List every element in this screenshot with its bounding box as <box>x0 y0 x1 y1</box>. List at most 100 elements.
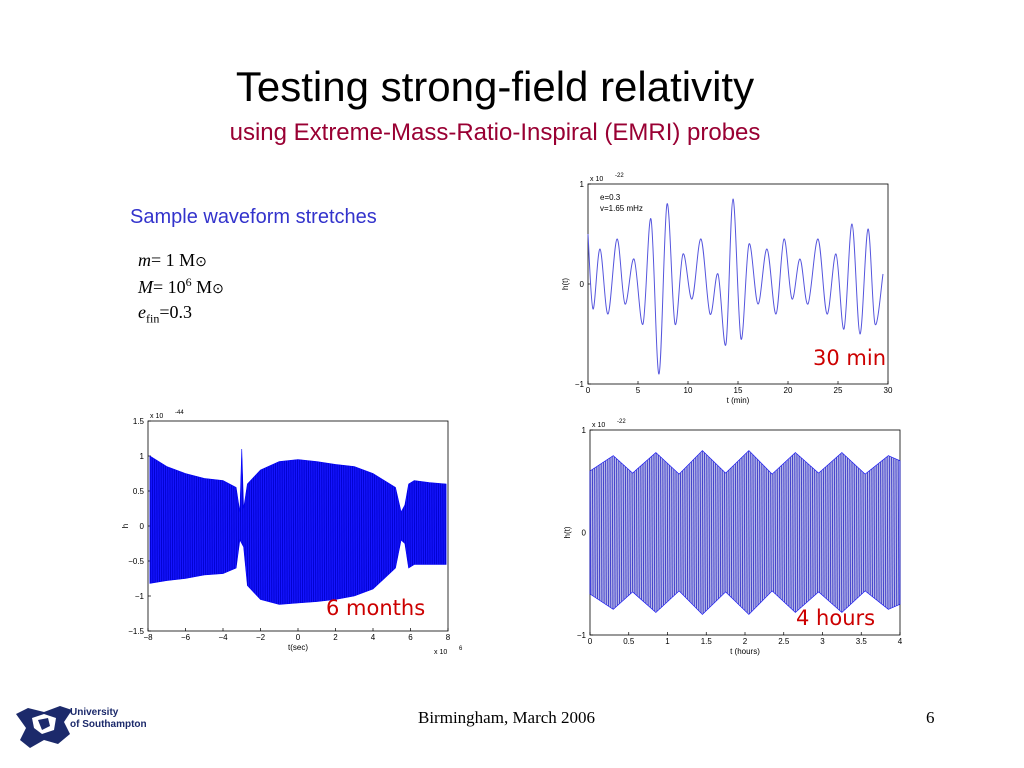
oscillation-stroke <box>681 450 684 615</box>
x-tick-label: −4 <box>218 633 228 642</box>
x-tick-label: 25 <box>834 386 843 395</box>
oscillation-stroke <box>862 450 865 615</box>
oscillation-stroke <box>607 450 610 615</box>
caption-4hours: 4 hours <box>796 606 876 630</box>
oscillation-stroke <box>829 450 832 615</box>
x-axis-label: t(sec) <box>288 643 308 652</box>
oscillation-stroke <box>888 450 891 615</box>
oscillation-stroke <box>701 450 704 615</box>
oscillation-stroke <box>745 450 748 615</box>
oscillation-stroke <box>439 449 442 605</box>
oscillation-stroke <box>868 450 871 615</box>
x-tick-label: 20 <box>784 386 793 395</box>
param-e-value: =0.3 <box>159 302 192 322</box>
oscillation-stroke <box>798 450 801 615</box>
y-tick-label: 1 <box>140 452 145 461</box>
oscillation-stroke <box>426 449 429 605</box>
oscillation-stroke <box>842 450 845 615</box>
oscillation-stroke <box>785 450 788 615</box>
oscillation-stroke <box>637 450 640 615</box>
oscillation-stroke <box>791 450 794 615</box>
oscillation-stroke <box>184 449 187 605</box>
oscillation-stroke <box>692 450 695 615</box>
y-tick-label: −1.5 <box>128 627 144 636</box>
oscillation-stroke <box>169 449 172 605</box>
oscillation-stroke <box>233 449 236 605</box>
y-scale-label: x 10 <box>150 413 163 420</box>
oscillation-stroke <box>796 450 799 615</box>
oscillation-stroke <box>730 450 733 615</box>
annotation-frequency: v=1.65 mHz <box>600 204 643 213</box>
oscillation-stroke <box>780 450 783 615</box>
oscillation-stroke <box>239 449 242 605</box>
y-tick-label: 0 <box>582 529 587 538</box>
oscillation-stroke <box>653 450 656 615</box>
oscillation-stroke <box>208 449 211 605</box>
oscillation-stroke <box>182 449 185 605</box>
x-tick-label: 3.5 <box>856 637 868 646</box>
y-axis-label: h(t) <box>563 526 572 538</box>
oscillation-stroke <box>664 450 667 615</box>
university-logo-text: University of Southampton <box>70 707 147 731</box>
oscillation-stroke <box>717 450 720 615</box>
param-m-symbol: m <box>138 250 151 270</box>
oscillation-stroke <box>728 450 731 615</box>
oscillation-stroke <box>857 450 860 615</box>
oscillation-stroke <box>873 450 876 615</box>
oscillation-stroke <box>860 450 863 615</box>
oscillation-stroke <box>831 450 834 615</box>
oscillation-stroke <box>767 450 770 615</box>
oscillation-stroke <box>175 449 178 605</box>
oscillation-stroke <box>202 449 205 605</box>
oscillation-stroke <box>257 449 260 605</box>
oscillation-stroke <box>741 450 744 615</box>
oscillation-stroke <box>596 450 599 615</box>
oscillation-stroke <box>162 449 165 605</box>
oscillation-stroke <box>604 450 607 615</box>
oscillation-stroke <box>591 450 594 615</box>
oscillation-stroke <box>721 450 724 615</box>
oscillation-stroke <box>833 450 836 615</box>
oscillation-stroke <box>186 449 189 605</box>
x-tick-label: 15 <box>734 386 743 395</box>
oscillation-stroke <box>435 449 438 605</box>
oscillation-stroke <box>180 449 183 605</box>
oscillation-stroke <box>222 449 225 605</box>
oscillation-stroke <box>787 450 790 615</box>
oscillation-stroke <box>853 450 856 615</box>
oscillation-stroke <box>153 449 156 605</box>
oscillation-stroke <box>800 450 803 615</box>
oscillation-stroke <box>864 450 867 615</box>
oscillation-stroke <box>769 450 772 615</box>
oscillation-stroke <box>651 450 654 615</box>
annotation-eccentricity: e=0.3 <box>600 193 621 202</box>
x-tick-label: 0.5 <box>623 637 635 646</box>
oscillation-stroke <box>811 450 814 615</box>
oscillation-stroke <box>783 450 786 615</box>
param-M-exponent: 6 <box>185 275 192 289</box>
x-tick-label: 4 <box>371 633 376 642</box>
oscillation-stroke <box>824 450 827 615</box>
oscillation-stroke <box>723 450 726 615</box>
oscillation-stroke <box>151 449 154 605</box>
oscillation-stroke <box>633 450 636 615</box>
oscillation-stroke <box>626 450 629 615</box>
oscillation-stroke <box>805 450 808 615</box>
oscillation-stroke <box>149 449 152 605</box>
oscillation-stroke <box>226 449 229 605</box>
waveform-line <box>587 198 884 375</box>
oscillation-stroke <box>677 450 680 615</box>
x-tick-label: 0 <box>586 386 591 395</box>
oscillation-stroke <box>886 450 889 615</box>
section-heading: Sample waveform stretches <box>130 206 377 228</box>
param-M: M= 106 M⊙ <box>138 275 224 298</box>
oscillation-stroke <box>695 450 698 615</box>
oscillation-stroke <box>838 450 841 615</box>
y-tick-label: −0.5 <box>128 557 144 566</box>
param-M-symbol: M <box>138 277 153 297</box>
caption-6months: 6 months <box>326 596 426 620</box>
x-tick-label: 8 <box>446 633 451 642</box>
oscillation-stroke <box>219 449 222 605</box>
oscillation-stroke <box>215 449 218 605</box>
